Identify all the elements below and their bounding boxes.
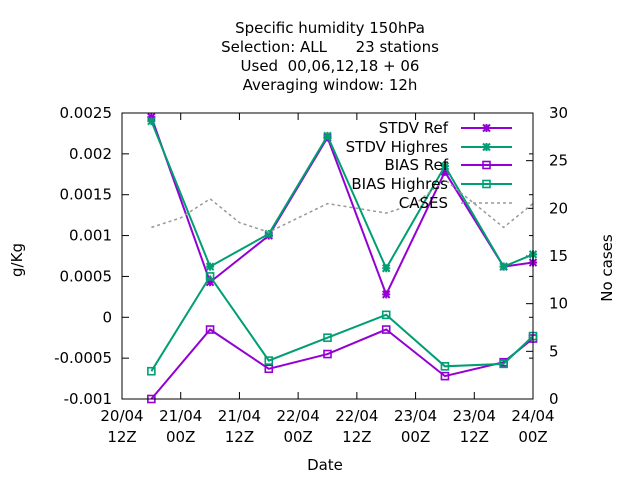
data-point-marker (482, 142, 491, 152)
title-line: Selection: ALL 23 stations (221, 38, 439, 56)
data-point-marker (264, 229, 273, 239)
chart-title: Specific humidity 150hPa Selection: ALL … (221, 19, 439, 94)
x-tick-label: 20/04 (100, 407, 143, 425)
title-line: Specific humidity 150hPa (235, 19, 425, 37)
data-point-marker (205, 325, 215, 334)
y2-tick-label: 30 (549, 104, 568, 122)
x-tick-label: 23/04 (453, 407, 496, 425)
data-point-marker (205, 262, 215, 271)
y2-tick-label: 25 (549, 152, 568, 170)
x-axis-label: Date (307, 456, 343, 474)
legend: STDV Ref STDV Highres BIAS Ref BIAS High… (346, 119, 512, 212)
data-point-marker (499, 359, 508, 369)
x-tick-label: 24/04 (511, 407, 554, 425)
data-point-marker (205, 272, 215, 281)
y-tick-label: 0.0025 (60, 104, 113, 122)
x-tick-label: 12Z (460, 428, 489, 446)
data-point-marker (323, 333, 332, 343)
y-tick-label: 0 (102, 308, 112, 326)
series-line (150, 120, 534, 271)
title-line: Used 00,06,12,18 + 06 (241, 57, 420, 75)
series-stdv-ref (147, 112, 538, 299)
legend-label: STDV Ref (379, 119, 449, 137)
data-point-marker (147, 366, 156, 376)
axis-ticks: 0.0025 0.002 0.0015 0.001 0.0005 0 -0.0005 -0.0… (54, 104, 568, 446)
legend-label: CASES (399, 194, 448, 212)
data-point-marker (482, 160, 491, 170)
x-tick-label: 00Z (518, 428, 547, 446)
series-cases (151, 178, 534, 234)
series-line (150, 274, 534, 372)
x-tick-label: 21/04 (159, 407, 202, 425)
data-point-marker (323, 349, 332, 359)
legend-label: BIAS Ref (384, 156, 448, 174)
data-point-marker (264, 356, 274, 365)
x-tick-label: 23/04 (394, 407, 437, 425)
y-tick-label: -0.0005 (54, 349, 112, 367)
x-tick-label: 21/04 (218, 407, 261, 425)
data-point-marker (440, 371, 450, 381)
y-tick-label: 0.002 (69, 145, 112, 163)
x-tick-label: 12Z (225, 428, 254, 446)
x-tick-label: 00Z (401, 428, 430, 446)
x-tick-label: 12Z (107, 428, 136, 446)
series-bias-highres (147, 272, 538, 376)
data-point-marker (381, 310, 391, 320)
data-point-marker (382, 264, 391, 273)
x-tick-label: 22/04 (335, 407, 378, 425)
data-point-marker (323, 131, 332, 141)
series-stdv-highres (147, 116, 538, 273)
data-point-marker (440, 362, 450, 371)
x-tick-label: 12Z (342, 428, 371, 446)
title-line: Averaging window: 12h (243, 76, 418, 94)
legend-label: STDV Highres (346, 138, 449, 156)
y-tick-label: 0.0015 (60, 186, 113, 204)
data-point-marker (482, 179, 491, 189)
data-point-marker (482, 123, 491, 133)
data-point-marker (440, 161, 450, 171)
y2-tick-label: 20 (549, 199, 568, 217)
y2-axis-label: No cases (598, 234, 616, 302)
data-point-marker (381, 325, 391, 334)
data-point-marker (382, 290, 391, 299)
x-tick-label: 00Z (283, 428, 312, 446)
y-axis-label: g/Kg (8, 243, 26, 277)
y2-tick-label: 15 (549, 247, 568, 265)
legend-label: BIAS Highres (351, 175, 448, 193)
plot-frame (121, 112, 534, 400)
x-tick-label: 00Z (166, 428, 195, 446)
data-point-marker (499, 262, 508, 271)
series-lines (147, 112, 538, 404)
y2-tick-label: 5 (549, 342, 559, 360)
series-line (151, 178, 534, 234)
y-tick-label: 0.001 (69, 227, 112, 245)
y-tick-label: 0.0005 (60, 267, 113, 285)
y-tick-label: -0.001 (64, 390, 112, 408)
x-tick-label: 22/04 (277, 407, 320, 425)
y2-tick-label: 10 (549, 295, 568, 313)
y2-tick-label: 0 (549, 390, 559, 408)
data-point-marker (147, 116, 156, 126)
data-point-marker (264, 364, 274, 374)
